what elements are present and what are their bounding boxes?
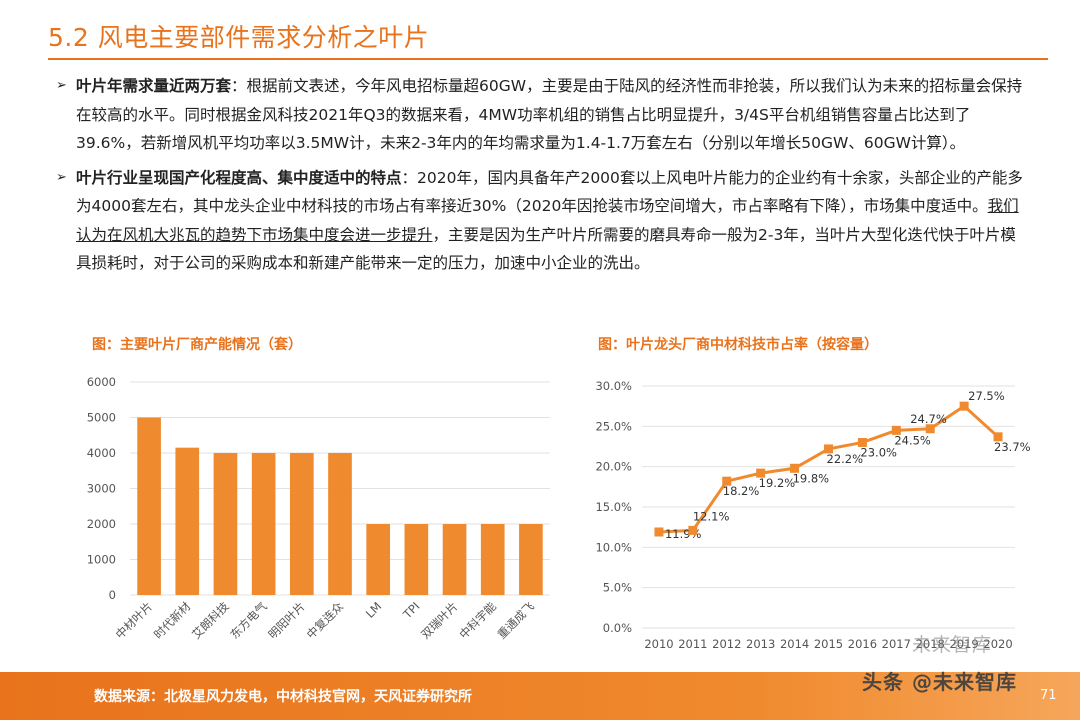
bar [137,417,161,595]
bullet-arrow-icon: ➢ [56,78,67,93]
y-tick-label: 20.0% [595,460,632,474]
x-tick-label: 2014 [780,637,809,651]
x-tick-label: 2017 [882,637,911,651]
bullet-arrow-icon: ➢ [56,169,67,185]
y-tick-label: 5.0% [603,581,632,595]
bullet-body: ：2020年，国内具备年产2000套以上风电叶片能力的企业约有十余家，头部企业的… [76,168,1023,216]
data-point [993,432,1003,442]
y-tick-label: 10.0% [595,540,632,554]
bullet-underlined-claim: 我们认为在风机大兆瓦的趋势下市场集中度会进一步提升 [76,197,1019,244]
data-label: 23.0% [860,445,897,459]
x-tick-label: TPI [400,599,423,622]
data-point [857,437,867,447]
x-tick-label: 2020 [983,637,1012,651]
market-share-line-chart: 0.0% 5.0% 10.0% 15.0% 20.0% 25.0% 30.0% 2010 201… [595,379,1031,651]
bar [404,524,429,595]
bar [519,524,543,595]
bar [213,453,238,595]
data-label: 27.5% [968,389,1005,403]
bullet-demand: ➢ 叶片年需求量近两万套：根据前文表述，今年风电招标量超60GW，主要是由于陆风… [56,72,1026,158]
y-tick-label: 0 [109,588,116,602]
data-point [654,527,664,537]
chart-left-title: 图：主要叶片厂商产能情况（套） [92,337,302,353]
footer-source: 数据来源：北极星风力发电，中材科技官网，天风证券研究所 [94,689,472,705]
data-label: 12.1% [693,509,730,523]
bar [366,524,391,595]
bar [289,453,314,595]
y-tick-label: 25.0% [595,419,632,433]
x-tick-label: 2016 [848,637,877,651]
page-number: 71 [1040,688,1057,703]
data-point [790,463,800,473]
y-tick-label: 2000 [87,517,116,531]
title-divider [48,58,1048,60]
data-label: 23.7% [994,440,1031,454]
data-label: 18.2% [723,484,760,498]
x-tick-label: 东方电气 [227,599,270,642]
body-text: ➢ 叶片年需求量近两万套：根据前文表述，今年风电招标量超60GW，主要是由于陆风… [56,72,1026,284]
x-tick-label: 中材叶片 [113,599,155,641]
data-point [722,476,732,486]
x-tick-label: 明阳叶片 [266,599,308,641]
data-label: 24.5% [894,433,931,447]
x-tick-label: 2012 [712,637,741,651]
bar [480,524,505,595]
data-point [959,401,969,411]
bullet-body-tail: ，主要是因为生产叶片所需要的磨具寿命一般为2-3年，当叶片大型化迭代快于叶片模具… [76,225,1016,273]
data-label: 19.8% [793,471,830,485]
data-point [925,424,935,434]
bar [175,447,200,595]
bar [442,524,467,595]
capacity-bar-chart: 0 1000 2000 3000 4000 5000 6000 中材叶片时代新材艾朗科技东方电… [87,375,550,642]
x-tick-label: 中复连众 [304,599,347,642]
x-tick-label: 中科宇能 [456,599,499,642]
x-tick-label: 2010 [644,637,673,651]
x-tick-label: 双瑞叶片 [418,599,460,641]
data-label: 24.7% [910,412,947,426]
y-tick-label: 1000 [87,553,116,567]
data-point [891,425,901,435]
y-tick-label: 15.0% [595,500,632,514]
data-point [756,468,766,478]
x-tick-label: 艾朗科技 [189,599,232,642]
y-tick-label: 5000 [87,411,116,425]
footer-bar [0,672,1080,720]
x-tick-label: LM [363,599,384,620]
data-label: 22.2% [827,452,864,466]
y-tick-label: 30.0% [595,379,632,393]
data-point [824,444,833,454]
bullet-industry: ➢ 叶片行业呈现国产化程度高、集中度适中的特点：2020年，国内具备年产2000… [56,164,1026,278]
data-point [688,525,698,535]
chart-right-title: 图：叶片龙头厂商中材科技市占率（按容量） [598,337,878,353]
x-tick-label: 2013 [746,637,775,651]
watermark: 头条 @未来智库 [862,670,1017,694]
bar [251,453,276,595]
bullet-heading: 叶片年需求量近两万套 [76,77,232,95]
x-tick-label: 2015 [814,637,843,651]
y-tick-label: 6000 [87,375,116,389]
y-tick-label: 4000 [87,446,116,460]
watermark-faint: 未来智库 [912,634,993,656]
y-tick-label: 0.0% [603,621,632,635]
x-tick-label: 2019 [949,637,978,651]
x-tick-label: 时代新材 [151,599,194,642]
x-tick-label: 重通成飞 [495,599,538,642]
data-label: 19.2% [759,476,796,490]
bar [328,453,352,595]
y-tick-label: 3000 [87,482,116,496]
slide-title: 5.2 风电主要部件需求分析之叶片 [48,23,430,52]
bullet-heading: 叶片行业呈现国产化程度高、集中度适中的特点 [76,168,402,187]
bullet-body: ：根据前文表述，今年风电招标量超60GW，主要是由于陆风的经济性而非抢装，所以我… [76,77,1023,152]
x-tick-label: 2011 [678,637,707,651]
x-tick-label: 2018 [916,637,945,651]
